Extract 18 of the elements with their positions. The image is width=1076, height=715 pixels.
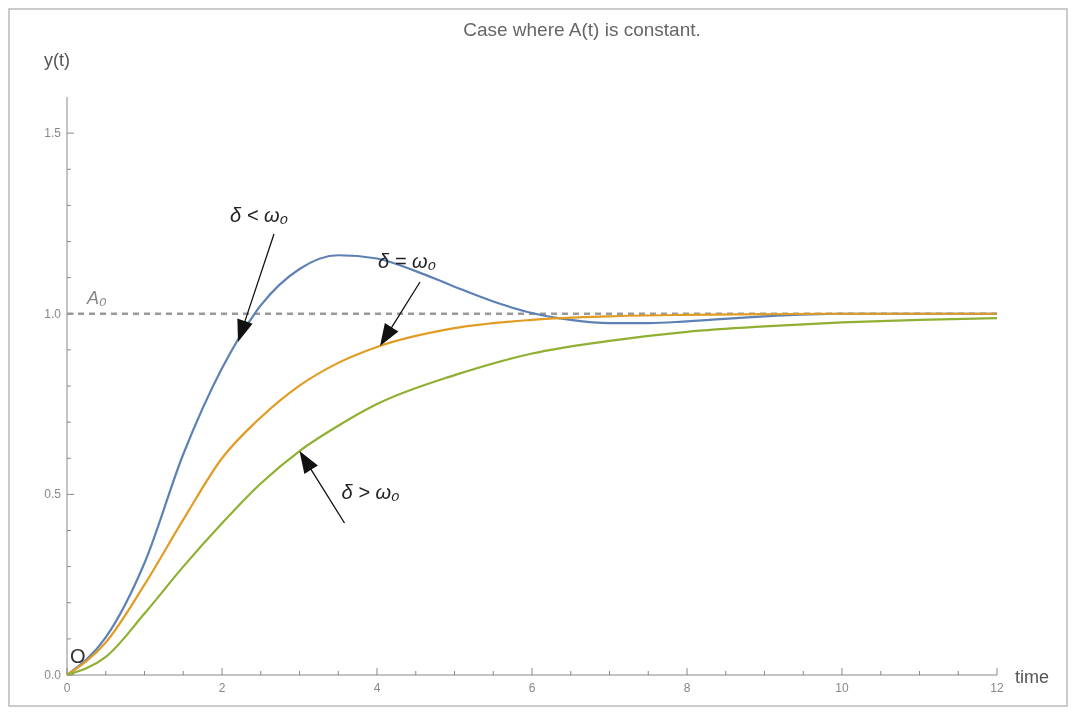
- chart-title: Case where A(t) is constant.: [463, 19, 701, 40]
- x-tick-label: 8: [683, 681, 691, 695]
- x-tick-label: 10: [835, 681, 849, 695]
- x-axis-title: time: [1015, 667, 1050, 687]
- annotation: δ < ω₀: [230, 204, 288, 226]
- annotation: O: [70, 645, 86, 667]
- y-tick-label: 0.5: [44, 487, 62, 502]
- x-tick-label: 2: [218, 681, 226, 695]
- x-tick-label: 0: [63, 681, 71, 695]
- y-axis-title: y(t): [44, 50, 70, 70]
- x-tick-label: 4: [373, 681, 381, 695]
- y-tick-label: 1.0: [44, 306, 62, 321]
- y-tick-label: 1.5: [44, 126, 62, 141]
- ref-line-label: A₀: [86, 287, 108, 308]
- x-tick-label: 6: [528, 681, 536, 695]
- annotation: δ > ω₀: [341, 481, 400, 504]
- y-tick-label: 0.0: [44, 668, 62, 682]
- x-tick-label: 12: [990, 681, 1004, 695]
